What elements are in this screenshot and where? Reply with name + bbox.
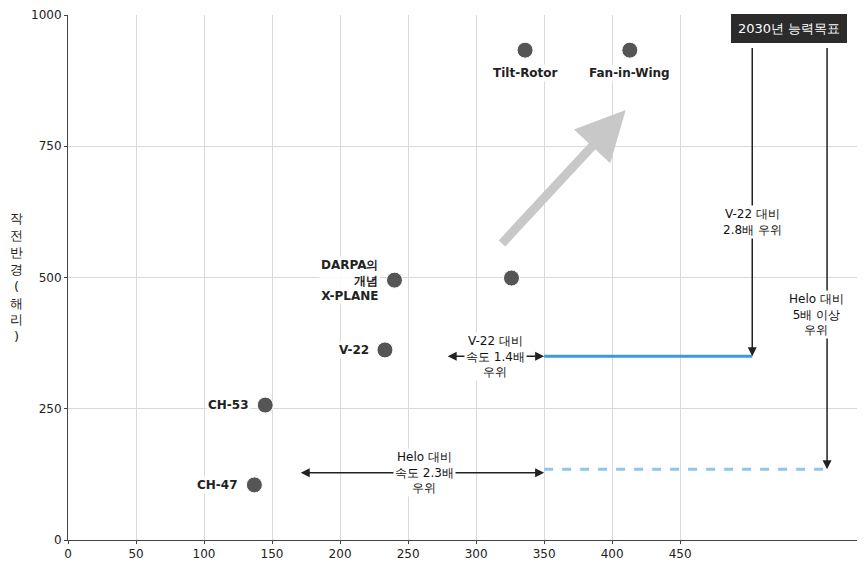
svg-text:Fan-in-Wing: Fan-in-Wing: [589, 66, 670, 80]
svg-text:CH-53: CH-53: [208, 398, 249, 412]
svg-text:0: 0: [54, 533, 62, 547]
svg-text:Tilt-Rotor: Tilt-Rotor: [493, 66, 558, 80]
svg-text:V-22: V-22: [339, 343, 369, 357]
svg-text:1000: 1000: [31, 8, 62, 22]
svg-text:500: 500: [39, 271, 62, 285]
svg-text:450: 450: [669, 547, 692, 561]
svg-text:작전반경(해리): 작전반경(해리): [10, 211, 23, 344]
svg-text:Helo 대비속도 2.3배우위: Helo 대비속도 2.3배우위: [395, 450, 454, 495]
svg-text:50: 50: [128, 547, 143, 561]
svg-text:300: 300: [465, 547, 488, 561]
svg-text:100: 100: [193, 547, 216, 561]
svg-text:400: 400: [601, 547, 624, 561]
svg-text:2030년 능력목표: 2030년 능력목표: [738, 21, 840, 36]
svg-text:200: 200: [329, 547, 352, 561]
svg-text:350: 350: [533, 547, 556, 561]
svg-text:150: 150: [261, 547, 284, 561]
svg-text:250: 250: [39, 402, 62, 416]
svg-text:750: 750: [39, 139, 62, 153]
svg-text:DARPA의개념X-PLANE: DARPA의개념X-PLANE: [321, 258, 378, 303]
svg-text:V-22 대비속도 1.4배우위: V-22 대비속도 1.4배우위: [466, 334, 525, 379]
svg-text:0: 0: [64, 547, 72, 561]
svg-text:Helo 대비5배 이상우위: Helo 대비5배 이상우위: [789, 292, 844, 337]
svg-text:V-22 대비2.8배 우위: V-22 대비2.8배 우위: [723, 207, 782, 237]
svg-text:250: 250: [397, 547, 420, 561]
svg-text:CH-47: CH-47: [197, 478, 238, 492]
